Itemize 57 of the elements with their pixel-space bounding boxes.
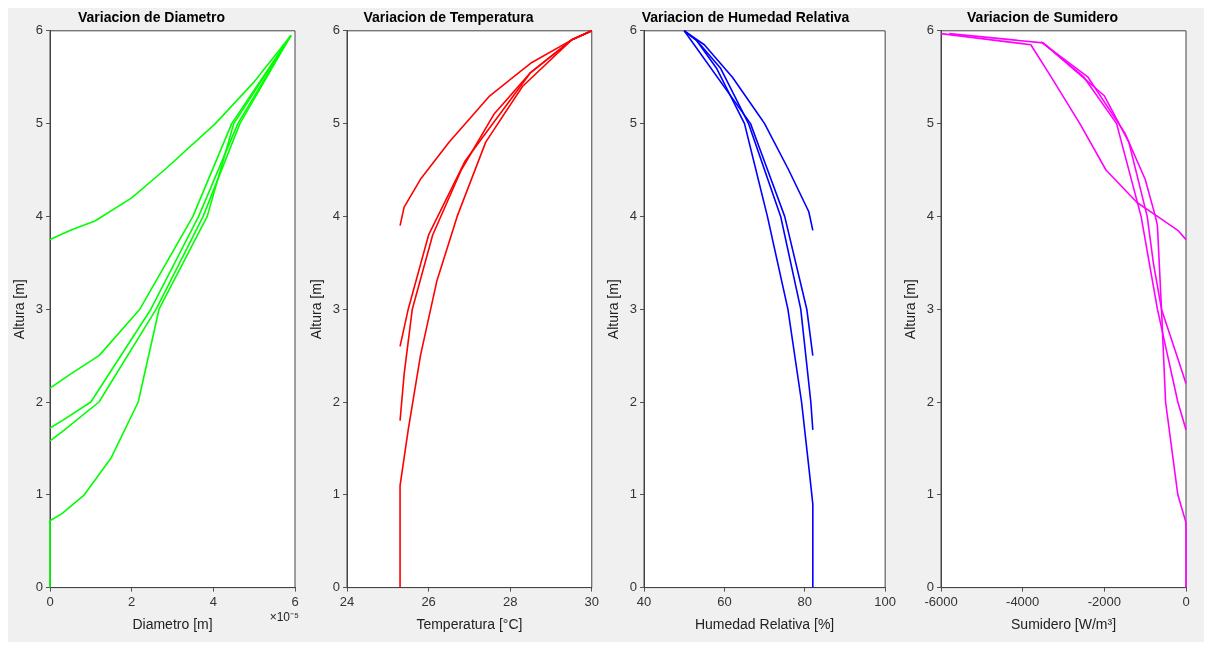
y-tick-label: 6 <box>629 22 638 38</box>
y-tick-label: 2 <box>35 393 44 409</box>
x-tick-label: 4 <box>209 593 217 609</box>
chart-title: Variacion de Sumidero <box>967 9 1118 26</box>
x-tick-label: 0 <box>1182 593 1190 609</box>
y-tick-label: 3 <box>332 300 341 316</box>
x-tick-label: 0 <box>46 593 54 609</box>
y-tick-label: 2 <box>629 393 638 409</box>
chart-title: Variacion de Humedad Relativa <box>641 9 850 26</box>
text: ×10⁻⁵ <box>269 609 300 624</box>
y-tick-label: 2 <box>332 393 341 409</box>
x-tick-label: -6000 <box>924 593 958 609</box>
y-tick-label: 5 <box>35 115 44 131</box>
y-tick-label: 3 <box>926 300 935 316</box>
y-tick-label: 5 <box>332 115 341 131</box>
x-axis-title: Sumidero [W/m³] <box>1011 616 1117 633</box>
y-tick-label: 4 <box>332 207 341 223</box>
y-axis-title: Altura [m] <box>308 279 325 340</box>
y-tick-label: 0 <box>332 579 341 595</box>
x-tick-label: 26 <box>421 593 436 609</box>
x-tick-label: -4000 <box>1006 593 1040 609</box>
x-tick-label: 80 <box>797 593 813 609</box>
y-tick-label: 0 <box>926 579 935 595</box>
y-axis-title: Altura [m] <box>902 279 919 340</box>
y-tick-label: 6 <box>35 22 44 38</box>
x-tick-label: 2 <box>128 593 136 609</box>
y-tick-label: 6 <box>926 22 935 38</box>
x-tick-label: 24 <box>339 593 355 609</box>
x-tick-label: 6 <box>291 593 299 609</box>
y-tick-label: 1 <box>926 486 935 502</box>
x-tick-label: 28 <box>502 593 518 609</box>
x-axis-title: Humedad Relativa [%] <box>694 616 835 633</box>
y-tick-label: 4 <box>926 207 935 223</box>
y-axis-title: Altura [m] <box>11 279 28 340</box>
x-tick-label: 60 <box>717 593 732 609</box>
y-tick-label: 3 <box>35 300 44 316</box>
y-tick-label: 3 <box>629 300 638 316</box>
y-tick-label: 2 <box>926 393 935 409</box>
chart-title: Variacion de Temperatura <box>363 9 534 26</box>
x-axis-title: Diametro [m] <box>132 616 213 633</box>
y-tick-label: 0 <box>35 579 44 595</box>
chart-title: Variacion de Diametro <box>77 9 226 26</box>
y-tick-label: 1 <box>629 486 638 502</box>
y-tick-label: 5 <box>629 115 638 131</box>
y-axis-title: Altura [m] <box>605 279 622 340</box>
x-tick-label: 40 <box>636 593 652 609</box>
y-tick-label: 6 <box>332 22 341 38</box>
y-tick-label: 4 <box>629 207 638 223</box>
x-axis-title: Temperatura [°C] <box>416 616 523 633</box>
y-tick-label: 1 <box>35 486 44 502</box>
y-tick-label: 1 <box>332 486 341 502</box>
x-tick-label: -2000 <box>1087 593 1121 609</box>
y-tick-label: 5 <box>926 115 935 131</box>
x-tick-label: 30 <box>584 593 599 609</box>
y-tick-label: 0 <box>629 579 638 595</box>
x-tick-label: 100 <box>874 593 897 609</box>
y-tick-label: 4 <box>35 207 44 223</box>
